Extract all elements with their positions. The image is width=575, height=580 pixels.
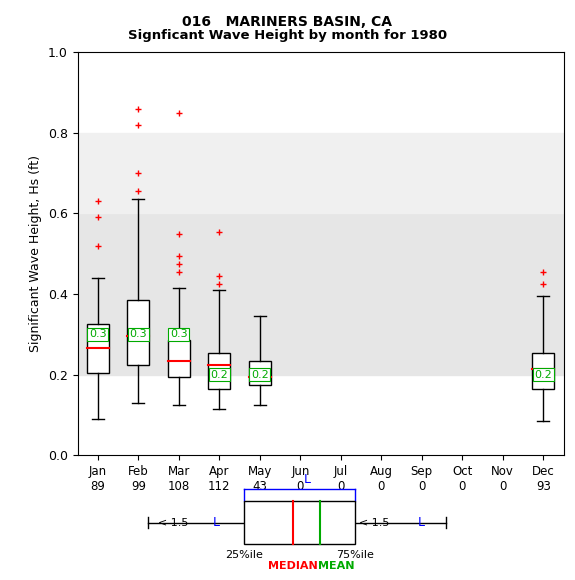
Text: 75%ile: 75%ile: [336, 550, 374, 560]
Text: 25%ile: 25%ile: [225, 550, 263, 560]
Bar: [78, 133, 564, 213]
Bar: [127, 300, 150, 365]
Text: MEAN: MEAN: [319, 561, 355, 571]
Text: MEDIAN: MEDIAN: [269, 561, 318, 571]
Text: 0.3: 0.3: [89, 329, 107, 339]
Text: Signficant Wave Height by month for 1980: Signficant Wave Height by month for 1980: [128, 29, 447, 42]
Bar: [208, 353, 231, 389]
Text: L: L: [417, 516, 424, 530]
Text: < 1.5: < 1.5: [158, 518, 192, 528]
Text: 0.3: 0.3: [170, 329, 187, 339]
Bar: [168, 340, 190, 376]
Y-axis label: Significant Wave Height, Hs (ft): Significant Wave Height, Hs (ft): [29, 155, 43, 352]
Text: L: L: [213, 516, 220, 530]
Text: 016   MARINERS BASIN, CA: 016 MARINERS BASIN, CA: [182, 14, 393, 28]
FancyBboxPatch shape: [244, 501, 355, 544]
Bar: [532, 353, 554, 389]
Bar: [78, 213, 564, 375]
Text: 0.2: 0.2: [210, 369, 228, 380]
Bar: [249, 361, 271, 385]
Text: 0.3: 0.3: [129, 329, 147, 339]
Bar: [87, 324, 109, 373]
Text: 0.2: 0.2: [251, 369, 269, 380]
Text: L: L: [304, 473, 311, 486]
Text: < 1.5: < 1.5: [359, 518, 393, 528]
Text: 0.2: 0.2: [534, 369, 552, 380]
